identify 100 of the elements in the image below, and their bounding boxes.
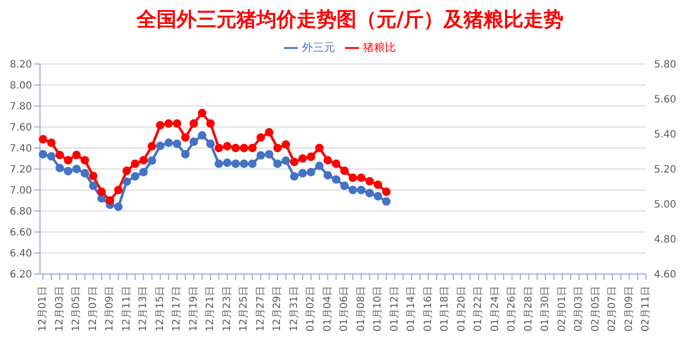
x-tick-label: 12月07日 xyxy=(88,286,99,332)
point xyxy=(214,144,224,152)
point xyxy=(114,202,123,212)
point xyxy=(106,196,114,205)
point xyxy=(156,142,164,150)
y-tick-label: 6.80 xyxy=(10,206,32,218)
y-tick-label: 7.00 xyxy=(10,186,32,197)
y2-tick-label: 4.80 xyxy=(654,234,676,246)
x-tick-label: 01月24日 xyxy=(490,286,501,332)
point xyxy=(80,156,90,164)
x-tick-label: 01月22日 xyxy=(473,286,484,332)
point xyxy=(315,144,324,152)
x-tick-label: 02月07日 xyxy=(607,286,618,332)
point xyxy=(190,119,198,128)
x-tick-label: 12月03日 xyxy=(54,286,66,332)
point xyxy=(80,168,90,178)
point xyxy=(357,186,366,194)
point xyxy=(172,119,182,128)
point xyxy=(164,119,173,128)
point xyxy=(72,150,81,160)
y-tick-label: 6.40 xyxy=(10,248,32,260)
point xyxy=(56,164,64,172)
point xyxy=(130,172,140,181)
x-tick-label: 01月12日 xyxy=(389,286,400,332)
point xyxy=(198,131,206,140)
point xyxy=(139,156,148,164)
y2-tick-label: 5.40 xyxy=(654,130,676,141)
point xyxy=(47,152,56,161)
point xyxy=(282,156,290,165)
point xyxy=(89,172,98,180)
point xyxy=(332,175,340,184)
x-tick-label: 01月08日 xyxy=(356,286,367,332)
point xyxy=(348,186,358,194)
point xyxy=(365,188,374,198)
x-tick-label: 01月26日 xyxy=(506,286,518,332)
point xyxy=(223,158,232,167)
point xyxy=(97,188,106,196)
point xyxy=(298,168,307,178)
point xyxy=(315,162,324,170)
point xyxy=(64,166,72,176)
x-tick-label: 12月21日 xyxy=(205,286,216,332)
x-tick-label: 01月30日 xyxy=(540,286,551,332)
x-tick-label: 12月05日 xyxy=(71,286,82,332)
point xyxy=(122,177,131,186)
y-tick-label: 7.60 xyxy=(10,122,32,134)
x-tick-label: 12月25日 xyxy=(238,286,250,332)
point xyxy=(282,140,290,149)
legend-label: 外三元 xyxy=(302,41,335,54)
point xyxy=(374,192,382,201)
y2-tick-label: 5.60 xyxy=(654,94,676,106)
x-tick-label: 12月23日 xyxy=(222,286,233,332)
point xyxy=(264,150,274,159)
point xyxy=(130,160,140,168)
point xyxy=(374,180,382,189)
point xyxy=(206,140,215,148)
y-tick-label: 6.60 xyxy=(10,228,32,239)
point xyxy=(172,140,182,148)
point xyxy=(240,160,248,168)
y2-tick-label: 5.00 xyxy=(654,200,676,211)
x-tick-label: 01月18日 xyxy=(440,286,450,332)
point xyxy=(190,137,198,146)
y-tick-label: 7.80 xyxy=(10,102,32,113)
x-tick-label: 12月19日 xyxy=(188,286,200,332)
point xyxy=(340,182,349,190)
point xyxy=(181,133,190,142)
x-tick-label: 01月10日 xyxy=(372,286,384,332)
x-tick-label: 01月06日 xyxy=(339,286,350,332)
point xyxy=(324,171,332,180)
point xyxy=(206,119,215,128)
point xyxy=(357,174,366,182)
point xyxy=(72,164,81,174)
x-tick-label: 01月20日 xyxy=(456,286,468,332)
point xyxy=(164,138,173,147)
x-tick-label: 12月15日 xyxy=(154,286,166,332)
legend-label: 猪粮比 xyxy=(363,41,396,54)
point xyxy=(332,160,340,168)
x-tick-label: 12月29日 xyxy=(272,286,283,332)
point xyxy=(89,182,98,190)
point xyxy=(64,156,72,164)
point xyxy=(365,177,374,186)
point xyxy=(231,160,240,168)
y-tick-label: 7.40 xyxy=(10,144,32,155)
y2-tick-label: 5.20 xyxy=(654,164,676,176)
x-tick-label: 12月17日 xyxy=(172,286,182,332)
point xyxy=(256,133,265,142)
point xyxy=(248,160,257,168)
point xyxy=(122,166,131,175)
point xyxy=(231,144,240,152)
point xyxy=(298,154,307,163)
point xyxy=(248,144,257,152)
y-tick-label: 6.20 xyxy=(10,270,32,281)
x-tick-label: 02月09日 xyxy=(624,286,635,332)
point xyxy=(38,150,48,159)
y-tick-label: 8.00 xyxy=(10,80,32,92)
y2-tick-label: 5.80 xyxy=(654,60,676,71)
x-tick-label: 02月01日 xyxy=(556,286,568,332)
point xyxy=(382,188,391,196)
point xyxy=(348,174,358,182)
point xyxy=(181,150,190,159)
x-tick-label: 01月14日 xyxy=(406,286,417,332)
